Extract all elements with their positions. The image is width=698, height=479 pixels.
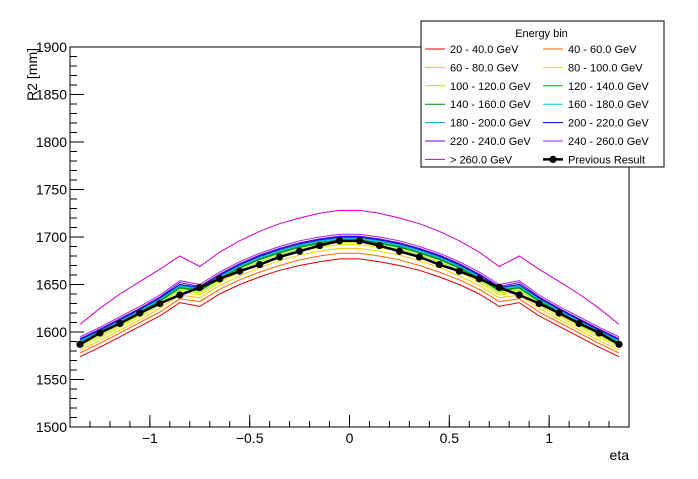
y-tick-label: 1750 [36,182,67,198]
y-tick-label: 1550 [36,372,67,388]
data-point [136,309,144,317]
legend-label: 80 - 100.0 GeV [568,62,643,74]
x-tick-label: −0.5 [236,430,264,446]
data-point [535,299,543,308]
legend: Energy bin 20 - 40.0 GeV 40 - 60.0 GeV 60 -… [420,20,665,168]
data-point [475,275,483,283]
series-line [79,237,620,342]
data-point [595,329,603,337]
data-point [236,267,244,275]
y-tick-label: 1650 [36,277,67,293]
data-point [615,340,623,348]
y-tick-label: 1700 [36,229,67,245]
series-line [79,235,620,340]
data-point [156,299,164,308]
legend-label: 120 - 140.0 GeV [568,81,649,93]
legend-label: 60 - 80.0 GeV [450,62,519,74]
legend-label: 100 - 120.0 GeV [450,81,531,93]
legend-label: > 260.0 GeV [450,154,513,166]
data-point [395,247,404,255]
data-point [295,247,304,255]
legend-box [420,20,665,168]
x-tick-label: 0.5 [440,430,460,446]
data-point [76,340,84,348]
data-point [116,319,124,328]
series-line [79,239,620,346]
y-tick-label: 1800 [36,134,67,150]
legend-label: 40 - 60.0 GeV [568,44,637,56]
data-point [375,241,384,250]
data-point [575,319,583,328]
series-line [79,242,620,346]
y-tick-label: 1600 [36,324,67,340]
data-point [515,291,523,299]
legend-label: 160 - 180.0 GeV [568,99,649,111]
data-point [96,329,104,337]
data-point [216,275,224,283]
data-point [315,241,324,250]
series-line [79,252,620,354]
data-point [196,283,204,291]
legend-label: Previous Result [568,154,645,166]
data-point [435,260,443,269]
series-line [79,247,620,351]
x-axis-label: eta [610,447,630,463]
data-point [355,237,364,245]
series-line [79,258,620,358]
legend-label: 20 - 40.0 GeV [450,44,519,56]
legend-label: 140 - 160.0 GeV [450,99,531,111]
series-line [79,233,620,338]
legend-marker [549,155,557,163]
data-point [335,237,344,245]
x-tick-label: 0 [346,430,354,446]
x-tick-label: −1 [142,430,158,446]
series-line [79,238,620,342]
data-point [555,309,563,317]
data-point [455,267,463,275]
legend-label: 240 - 260.0 GeV [568,136,649,148]
legend-label: 200 - 220.0 GeV [568,118,649,130]
y-tick-label: 1850 [36,87,67,103]
data-point [176,291,184,299]
data-point [415,253,423,261]
legend-label: 220 - 240.0 GeV [450,136,531,148]
legend-label: 180 - 200.0 GeV [450,118,531,130]
y-axis-label: R2 [mm] [24,48,40,101]
y-tick-label: 1500 [36,419,67,435]
series-line [79,236,620,341]
x-tick-label: 1 [545,430,553,446]
data-point [495,283,503,291]
legend-title: Energy bin [515,28,568,40]
data-point [256,260,264,269]
series-line [79,209,620,325]
data-point [276,253,284,261]
y-tick-label: 1900 [36,39,67,55]
